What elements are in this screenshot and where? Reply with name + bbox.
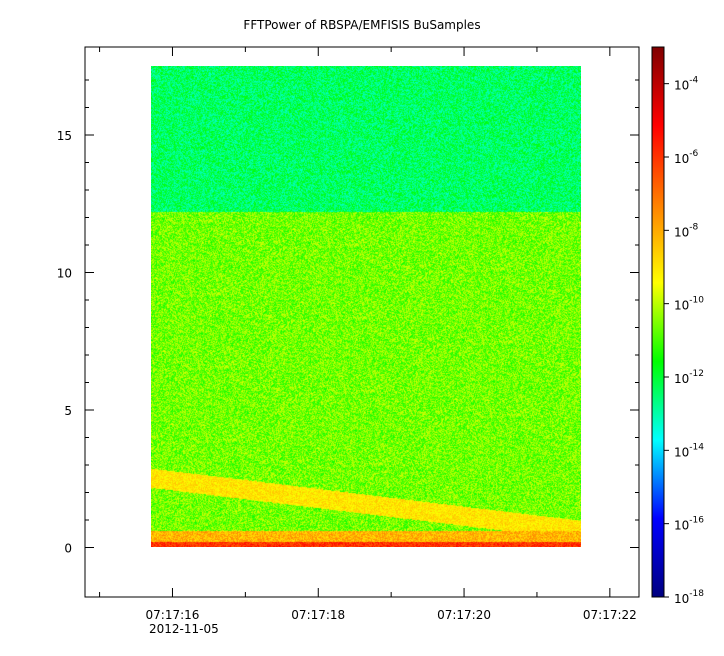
spectrogram-heatmap — [151, 66, 581, 547]
colorbar-tick-label: 10-12 — [674, 369, 704, 386]
y-tick-label: 10 — [57, 267, 72, 281]
y-axis: 0 5 10 15 — [57, 79, 639, 556]
colorbar-tick-label: 10-4 — [674, 76, 699, 93]
chart-title: FFTPower of RBSPA/EMFISIS BuSamples — [243, 18, 481, 32]
x-tick-label: 07:17:16 — [146, 608, 200, 622]
x-tick-label: 07:17:20 — [437, 608, 491, 622]
colorbar-tick-label: 10-16 — [674, 516, 704, 533]
colorbar-ticks: 10-4 10-6 10-8 10-10 10-12 10-14 10-16 10-18 — [664, 76, 704, 606]
x-axis: 07:17:16 07:17:18 07:17:20 07:17:22 — [99, 47, 637, 622]
colorbar-tick-label: 10-8 — [674, 222, 699, 239]
y-tick-label: 5 — [64, 404, 72, 418]
colorbar-tick-label: 10-18 — [674, 589, 704, 606]
colorbar-frame — [651, 46, 665, 598]
y-tick-label: 15 — [57, 129, 72, 143]
plot-frame — [84, 46, 640, 598]
x-tick-label: 07:17:22 — [583, 608, 637, 622]
colorbar-gradient — [652, 47, 664, 597]
x-date-label: 2012-11-05 — [149, 622, 219, 636]
colorbar-tick-label: 10-10 — [674, 296, 704, 313]
y-tick-label: 0 — [64, 542, 72, 556]
colorbar-tick-label: 10-14 — [674, 442, 704, 459]
x-tick-label: 07:17:18 — [291, 608, 345, 622]
colorbar-tick-label: 10-6 — [674, 149, 699, 166]
